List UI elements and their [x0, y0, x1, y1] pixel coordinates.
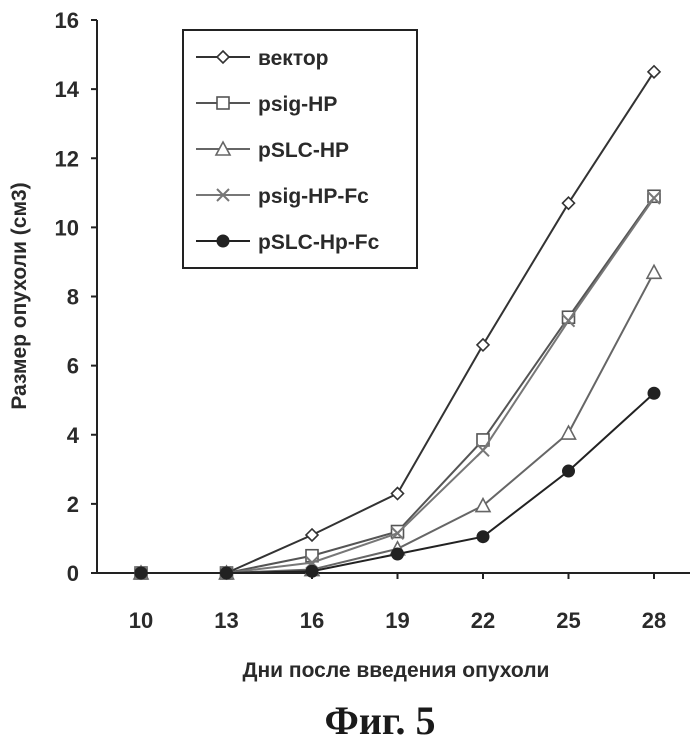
- legend-label: pSLC-Hp-Fc: [258, 231, 380, 254]
- x-tick-label: 13: [214, 608, 238, 633]
- data-point: [306, 550, 318, 562]
- x-tick-label: 22: [471, 608, 495, 633]
- x-tick-label: 10: [129, 608, 153, 633]
- x-tick-label: 16: [300, 608, 324, 633]
- y-tick-label: 14: [55, 77, 80, 102]
- data-point: [647, 265, 661, 278]
- data-point: [392, 488, 404, 500]
- legend-label: вектор: [258, 47, 329, 70]
- y-axis-title: Размер опухоли (см3): [8, 182, 31, 409]
- data-point: [563, 465, 575, 477]
- data-point: [392, 548, 404, 560]
- data-point: [221, 567, 233, 579]
- data-point: [648, 66, 660, 78]
- series-pSLC-Hp-Fc: [135, 387, 660, 579]
- y-tick-label: 12: [55, 146, 79, 171]
- x-tick-label: 25: [556, 608, 580, 633]
- data-point: [135, 567, 147, 579]
- data-point: [648, 387, 660, 399]
- legend-marker: [217, 235, 229, 247]
- x-axis-title: Дни после введения опухоли: [243, 659, 550, 682]
- legend-label: psig-HP-Fc: [258, 185, 369, 208]
- data-point: [477, 339, 489, 351]
- legend-label: psig-HP: [258, 93, 337, 116]
- data-point: [562, 426, 576, 439]
- y-tick-label: 16: [55, 8, 79, 33]
- y-tick-label: 2: [67, 492, 79, 517]
- figure-caption: Фиг. 5: [324, 698, 435, 743]
- data-point: [306, 565, 318, 577]
- legend: вектор psig-HP pSLC-HP psig-HP-Fc pSLC-Hp-Fc: [183, 30, 417, 268]
- data-point: [648, 190, 660, 202]
- x-tick-label: 28: [642, 608, 666, 633]
- y-tick-label: 10: [55, 215, 79, 240]
- y-tick-label: 4: [67, 423, 80, 448]
- y-tick-label: 6: [67, 354, 79, 379]
- legend-marker: [217, 97, 229, 109]
- y-tick-label: 0: [67, 561, 79, 586]
- y-tick-label: 8: [67, 285, 79, 310]
- data-point: [477, 531, 489, 543]
- legend-label: pSLC-HP: [258, 139, 349, 162]
- x-tick-label: 19: [385, 608, 409, 633]
- data-point: [306, 529, 318, 541]
- data-point: [563, 197, 575, 209]
